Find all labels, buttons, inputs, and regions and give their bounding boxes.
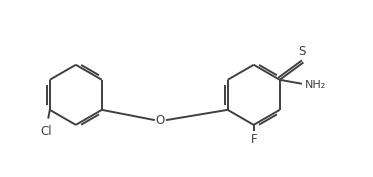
Text: S: S [298, 45, 305, 58]
Text: F: F [250, 133, 257, 146]
Text: O: O [156, 114, 165, 127]
Text: Cl: Cl [40, 125, 51, 138]
Text: NH₂: NH₂ [305, 79, 326, 90]
